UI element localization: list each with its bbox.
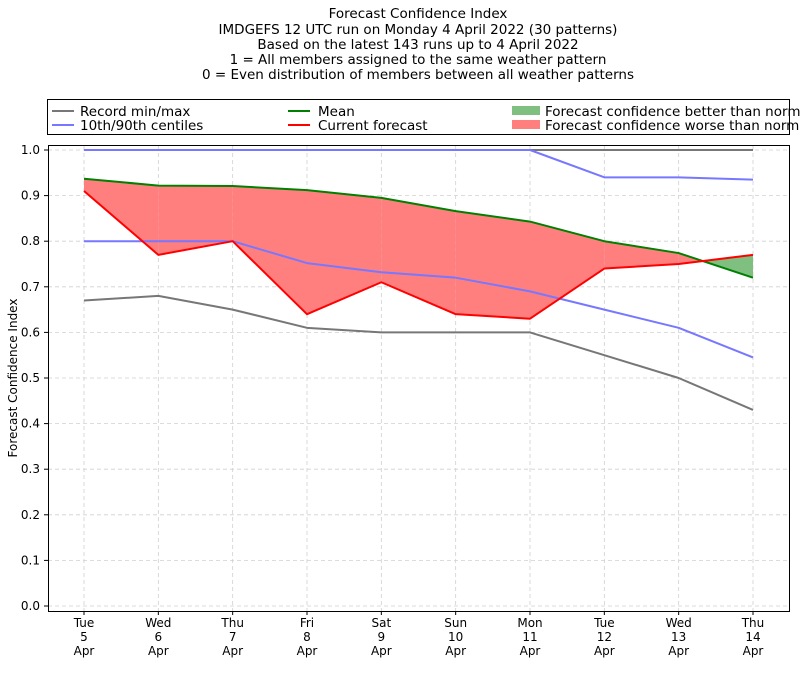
x-tick-label: Apr xyxy=(668,644,689,658)
y-tick-label: 0.9 xyxy=(21,189,40,203)
x-tick-label: Apr xyxy=(594,644,615,658)
series-line-p90 xyxy=(84,149,754,181)
x-tick-label: Thu xyxy=(220,616,244,630)
x-tick-label: 7 xyxy=(229,630,237,644)
x-tick-label: 12 xyxy=(597,630,612,644)
x-tick-label: Apr xyxy=(445,644,466,658)
x-tick-label: 13 xyxy=(671,630,686,644)
x-tick-label: Apr xyxy=(743,644,764,658)
fill-worse-than-normal xyxy=(232,186,307,315)
legend-frame xyxy=(47,99,790,135)
x-tick-label: Fri xyxy=(300,616,314,630)
x-tick-label: Sat xyxy=(371,616,391,630)
y-tick-label: 0.0 xyxy=(21,599,40,613)
fill-worse-than-normal xyxy=(84,178,159,255)
fill-worse-than-normal xyxy=(455,211,530,319)
fill-worse-than-normal xyxy=(604,241,679,269)
legend-swatch-better xyxy=(512,106,540,115)
series-line-mean xyxy=(83,177,754,279)
confidence-fills xyxy=(84,178,753,319)
x-tick-label: Tue xyxy=(593,616,615,630)
y-tick-label: 0.5 xyxy=(21,371,40,385)
chart-title: Forecast Confidence Index IMDGEFS 12 UTC… xyxy=(202,6,634,83)
series-line-current xyxy=(83,190,754,320)
x-tick-label: Apr xyxy=(520,644,541,658)
plot-frame xyxy=(48,145,790,612)
x-tick-label: Thu xyxy=(741,616,765,630)
x-tick-label: Apr xyxy=(371,644,392,658)
x-tick-label: 11 xyxy=(522,630,537,644)
y-tick-label: 0.6 xyxy=(21,325,40,339)
x-tick-label: Sun xyxy=(444,616,467,630)
y-axis-label: Forecast Confidence Index xyxy=(6,299,20,458)
title-line-3: Based on the latest 143 runs up to 4 Apr… xyxy=(257,37,578,53)
series-line-min xyxy=(83,294,754,411)
legend-swatch-worse xyxy=(512,120,540,129)
y-tick-label: 0.3 xyxy=(21,462,40,476)
y-tick-label: 1.0 xyxy=(21,143,40,157)
fill-better-than-normal xyxy=(702,254,753,278)
y-tick-label: 0.2 xyxy=(21,508,40,522)
x-tick-label: Apr xyxy=(74,644,95,658)
x-tick-label: Wed xyxy=(145,616,171,630)
legend: Record min/max 10th/90th centiles Mean C… xyxy=(47,99,800,135)
y-axis: 0.0 0.1 0.2 0.3 0.4 0.5 0.6 0.7 0.8 0.9 1.0 xyxy=(21,143,48,613)
x-tick-label: 9 xyxy=(378,630,386,644)
series-line-p10 xyxy=(84,240,754,359)
y-tick-label: 0.8 xyxy=(21,234,40,248)
x-tick-label: Apr xyxy=(297,644,318,658)
fill-worse-than-normal xyxy=(381,197,456,315)
legend-centiles: 10th/90th centiles xyxy=(80,118,203,134)
x-tick-label: 10 xyxy=(448,630,463,644)
legend-worse: Forecast confidence worse than normal xyxy=(545,118,800,134)
x-tick-label: 5 xyxy=(80,630,88,644)
x-tick-label: Apr xyxy=(148,644,169,658)
legend-better: Forecast confidence better than normal xyxy=(545,104,800,120)
x-tick-label: 6 xyxy=(155,630,163,644)
fill-worse-than-normal xyxy=(530,221,605,319)
title-line-2: IMDGEFS 12 UTC run on Monday 4 April 202… xyxy=(219,22,618,38)
series-lines xyxy=(83,149,754,411)
y-tick-label: 0.1 xyxy=(21,553,40,567)
fill-worse-than-normal xyxy=(307,190,382,315)
x-tick-label: Tue xyxy=(73,616,95,630)
x-tick-label: Apr xyxy=(222,644,243,658)
y-tick-label: 0.4 xyxy=(21,417,40,431)
title-line-4: 1 = All members assigned to the same wea… xyxy=(230,52,607,68)
x-tick-label: 14 xyxy=(745,630,760,644)
x-tick-label: 8 xyxy=(303,630,311,644)
x-axis: Tue5AprWed6AprThu7AprFri8AprSat9AprSun10… xyxy=(73,611,765,658)
x-tick-label: Mon xyxy=(517,616,542,630)
title-line-1: Forecast Confidence Index xyxy=(329,6,508,22)
title-line-5: 0 = Even distribution of members between… xyxy=(202,67,634,83)
legend-mean: Mean xyxy=(318,104,355,120)
x-tick-label: Wed xyxy=(666,616,692,630)
legend-record: Record min/max xyxy=(80,104,190,120)
legend-current: Current forecast xyxy=(318,118,428,134)
fill-worse-than-normal xyxy=(158,185,233,255)
y-tick-label: 0.7 xyxy=(21,280,40,294)
